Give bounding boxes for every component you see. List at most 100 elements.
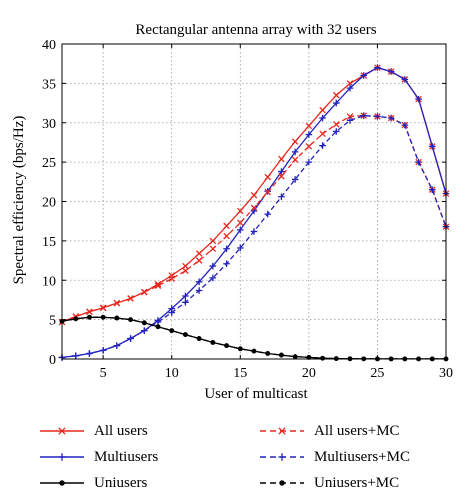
dot-marker — [224, 343, 229, 348]
plus-marker — [278, 453, 286, 461]
dot-marker — [279, 352, 284, 358]
x-marker — [278, 427, 286, 435]
x-tick-label: 10 — [165, 366, 179, 381]
x-tick-label: 5 — [100, 366, 107, 381]
x-marker — [346, 80, 354, 87]
x-axis-label: User of multicast — [204, 386, 308, 402]
plus-marker — [401, 76, 409, 83]
plus-marker — [346, 117, 354, 124]
plus-marker — [387, 114, 395, 122]
plus-marker — [236, 226, 244, 234]
plus-marker — [387, 68, 395, 75]
plus-marker — [278, 168, 285, 175]
series-0 — [58, 64, 450, 326]
dot-marker — [141, 320, 147, 326]
x-marker — [209, 237, 217, 245]
x-marker — [291, 138, 299, 145]
legend-label: Uniusers+MC — [314, 474, 400, 491]
legend-swatch — [40, 453, 84, 461]
dot-marker — [128, 317, 133, 323]
dot-marker — [155, 324, 161, 330]
x-marker — [291, 156, 299, 164]
dot-marker — [59, 480, 65, 486]
x-marker — [182, 267, 189, 275]
plus-marker — [168, 309, 176, 316]
x-marker — [113, 299, 121, 307]
x-marker — [209, 245, 217, 253]
legend-item-multiusers: Multiusers — [38, 448, 158, 466]
plus-marker — [264, 210, 272, 218]
plus-marker — [415, 158, 422, 166]
chart-title: Rectangular antenna array with 32 users — [135, 22, 376, 38]
plus-marker — [223, 245, 230, 253]
chart-svg: Rectangular antenna array with 32 users … — [11, 22, 453, 402]
plus-marker — [360, 72, 368, 79]
plus-marker — [154, 318, 162, 326]
plus-marker — [278, 193, 285, 201]
plus-marker — [374, 113, 381, 120]
x-marker — [264, 173, 271, 181]
series-3 — [58, 112, 450, 326]
plus-marker — [332, 99, 340, 107]
plus-marker — [374, 64, 381, 71]
x-marker — [237, 207, 244, 215]
y-tick-label: 20 — [42, 196, 56, 211]
y-tick-label: 30 — [42, 117, 56, 132]
plus-marker — [223, 260, 230, 268]
x-marker — [333, 91, 340, 99]
x-marker — [223, 232, 230, 240]
plus-marker — [209, 262, 217, 270]
plus-marker — [140, 327, 148, 334]
x-marker — [305, 143, 313, 150]
plus-marker — [113, 342, 121, 349]
x-marker — [223, 222, 230, 230]
plus-marker — [401, 121, 409, 129]
legend-swatch — [260, 427, 304, 435]
legend-item-uniusers: Uniusers — [38, 474, 147, 492]
legend-label: Multiusers+MC — [314, 448, 410, 465]
dot-marker — [169, 328, 175, 334]
plus-marker — [415, 95, 422, 103]
legend-label: All users — [94, 422, 148, 439]
plus-marker — [291, 176, 299, 183]
x-marker — [237, 219, 244, 227]
dot-marker — [114, 315, 120, 321]
y-tick-label: 5 — [49, 314, 56, 329]
x-marker — [154, 282, 162, 290]
legend-label: All users+MC — [314, 422, 400, 439]
series-line — [61, 115, 447, 323]
dot-marker — [100, 314, 106, 320]
series-line — [61, 115, 447, 359]
x-marker — [86, 308, 93, 316]
dot-marker — [251, 348, 257, 354]
series-5 — [59, 314, 449, 362]
x-marker — [127, 295, 134, 302]
series-4 — [58, 112, 450, 361]
x-marker — [58, 427, 66, 435]
legend-label: Multiusers — [94, 448, 159, 465]
plus-marker — [182, 299, 189, 306]
plus-marker — [72, 352, 80, 360]
x-marker — [333, 121, 340, 128]
plus-marker — [428, 186, 436, 193]
dot-marker — [73, 316, 79, 322]
legend-swatch — [40, 427, 84, 435]
x-tick-label: 30 — [439, 366, 453, 381]
plus-marker — [86, 350, 93, 357]
plus-marker — [428, 143, 436, 150]
x-marker — [195, 250, 203, 257]
y-tick-label: 25 — [42, 156, 56, 171]
plus-marker — [250, 228, 258, 235]
x-marker — [305, 122, 313, 130]
x-tick-label: 25 — [370, 366, 384, 381]
legend: All users Multiusers Uniusers All users+… — [0, 410, 474, 496]
plus-marker — [319, 114, 326, 122]
series-layer — [58, 64, 450, 362]
plus-marker — [195, 287, 203, 294]
dot-marker — [265, 351, 271, 356]
plus-marker — [195, 278, 203, 286]
plus-marker — [332, 128, 340, 135]
series-2 — [59, 314, 449, 362]
dot-marker — [320, 355, 325, 361]
x-marker — [195, 257, 203, 264]
